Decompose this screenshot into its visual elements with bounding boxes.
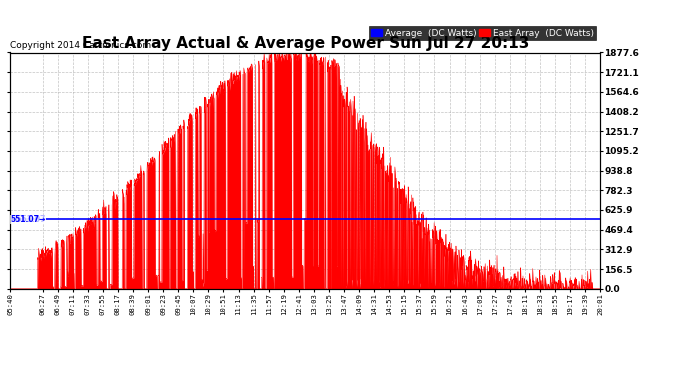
Legend: Average  (DC Watts), East Array  (DC Watts): Average (DC Watts), East Array (DC Watts… xyxy=(369,26,595,40)
Text: 551.07→: 551.07→ xyxy=(10,215,46,224)
Title: East Array Actual & Average Power Sun Jul 27 20:13: East Array Actual & Average Power Sun Ju… xyxy=(81,36,529,51)
Text: Copyright 2014 Cartronics.com: Copyright 2014 Cartronics.com xyxy=(10,41,152,50)
Text: ←551.07: ←551.07 xyxy=(10,215,46,224)
